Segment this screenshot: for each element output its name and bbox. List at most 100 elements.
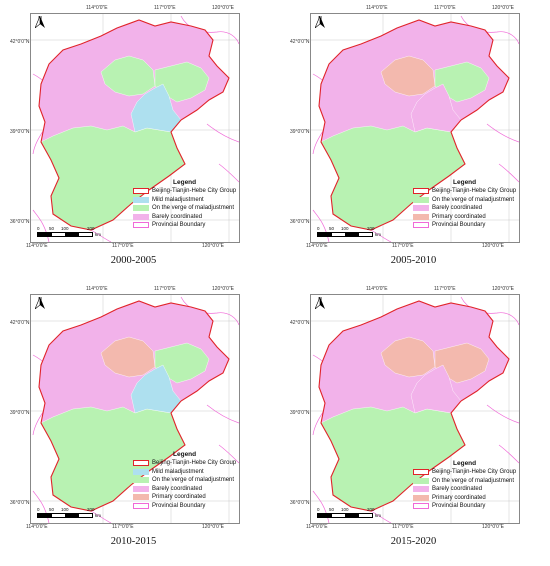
legend-label: On the verge of maladjustment [432,196,515,203]
scale-tick-label: 100 [341,507,349,512]
lon-label-bottom: 114°0'0"E [306,524,328,530]
legend-swatch [413,486,429,493]
map-svg [311,295,519,523]
legend-label: Beijing-Tianjin-Hebe City Group [152,460,237,467]
provincial-boundary-line [370,229,392,242]
provincial-boundary-line [486,123,519,143]
legend-swatch [413,188,429,195]
legend-swatch [133,188,149,195]
legend-item-barely: Barely coordinated [133,485,236,494]
legend-item-mild: Mild maladjustment [133,468,236,477]
lon-label-bottom: 120°0'0"E [482,243,504,249]
city-group-boundary [318,19,510,231]
lon-label-top: 114°0'0"E [86,286,108,292]
region-central [410,83,462,133]
region-beijing [380,336,436,378]
legend-label: On the verge of maladjustment [432,477,515,484]
scale-tick-label: 50 [329,226,335,231]
map-panel-3: 114°0'0"E 117°0'0"E 120°0'0"E 114°0'0"E 117°… [10,286,260,561]
period-caption: 2010-2015 [110,536,157,547]
legend-swatch [133,502,149,509]
legend-label: Provincial Boundary [432,222,486,229]
region-central [410,364,462,414]
scale-tick-label: 0 [317,507,320,512]
scale-tick-label: 100 [341,226,349,231]
legend-swatch [413,469,429,476]
scale-bar: 0 50 100 200 km [37,226,103,237]
scale-bar: 0 50 100 200 km [317,507,383,518]
legend-label: Provincial Boundary [152,222,206,229]
period-caption: 2000-2005 [110,255,157,266]
scale-bar-row: km [37,232,103,237]
scale-tick-label: 50 [329,507,335,512]
legend-title: Legend [173,179,197,186]
scale-tick-label: 200 [367,226,375,231]
map-panel-1: 114°0'0"E 117°0'0"E 120°0'0"E 114°0'0"E 117°… [10,5,260,280]
lat-label-left: 39°0'0"N [10,129,30,135]
lon-label-bottom: 114°0'0"E [26,524,48,530]
lat-label-left: 42°0'0"N [290,39,310,45]
legend-swatch [133,205,149,212]
lon-label-top: 117°0'0"E [154,286,176,292]
scale-bar-graphic [37,513,93,518]
period-caption: 2005-2010 [390,255,437,266]
legend-item-primary: Primary coordinated [413,494,516,503]
lon-label-top: 117°0'0"E [434,5,456,11]
provincial-boundary-line [460,15,519,45]
legend-swatch [413,205,429,212]
legend-label: Beijing-Tianjin-Hebe City Group [152,188,237,195]
lon-label-bottom: 120°0'0"E [202,243,224,249]
city-group-boundary [38,19,230,231]
legend-label: Mild maladjustment [152,196,204,203]
provincial-boundary-line [206,123,239,143]
legend-title: Legend [453,179,477,186]
lon-label-top: 120°0'0"E [492,5,514,11]
provincial-boundary-line [498,444,519,464]
legend-swatch [133,494,149,501]
scale-segment [358,233,372,236]
lat-label-left: 42°0'0"N [10,320,30,326]
legend-swatch [413,222,429,229]
region-central [130,364,182,414]
legend-label: Barely coordinated [432,486,483,493]
scale-bar-graphic [317,232,373,237]
lat-label-left: 42°0'0"N [290,320,310,326]
legend-swatch [133,222,149,229]
lat-label-left: 39°0'0"N [290,129,310,135]
legend-title: Legend [173,451,197,458]
map-frame: N Legend Beijing-Tianjin-Hebe City GroupOn… [310,294,520,524]
map-frame: N Legend Beijing-Tianjin-Hebe City GroupMi… [30,13,240,243]
legend-item-barely: Barely coordinated [413,485,516,494]
scale-ticks: 0 50 100 200 [317,507,383,513]
legend-item-verge: On the verge of maladjustment [133,476,236,485]
lon-label-bottom: 117°0'0"E [392,524,414,530]
legend-item-group: Beijing-Tianjin-Hebe City Group [133,187,236,196]
legend: Legend Beijing-Tianjin-Hebe City Group Mil… [133,179,236,230]
legend-title: Legend [453,460,477,467]
region-central [130,83,182,133]
scale-bar: 0 50 100 200 km [317,226,383,237]
scale-ticks: 0 50 100 200 [37,226,103,232]
scale-segment [51,514,65,517]
scale-unit: km [375,232,381,237]
legend-swatch [413,494,429,501]
legend-swatch [413,196,429,203]
provincial-boundary-line [460,296,519,326]
lat-label-left: 39°0'0"N [290,410,310,416]
legend-item-mild: Mild maladjustment [133,196,236,205]
lon-label-top: 120°0'0"E [212,286,234,292]
lat-label-left: 36°0'0"N [10,500,30,506]
legend-item-primary: Primary coordinated [133,493,236,502]
legend-label: Primary coordinated [432,494,486,501]
legend-item-barely: Barely coordinated [133,213,236,222]
scale-segment [331,514,345,517]
lat-label-left: 36°0'0"N [290,500,310,506]
lon-label-bottom: 120°0'0"E [482,524,504,530]
lon-label-bottom: 114°0'0"E [26,243,48,249]
legend-item-group: Beijing-Tianjin-Hebe City Group [133,459,236,468]
legend-label: Beijing-Tianjin-Hebe City Group [432,469,517,476]
scale-tick-label: 0 [37,507,40,512]
city-group-boundary [38,300,230,512]
legend-item-group: Beijing-Tianjin-Hebe City Group [413,187,516,196]
legend-label: On the verge of maladjustment [152,205,235,212]
